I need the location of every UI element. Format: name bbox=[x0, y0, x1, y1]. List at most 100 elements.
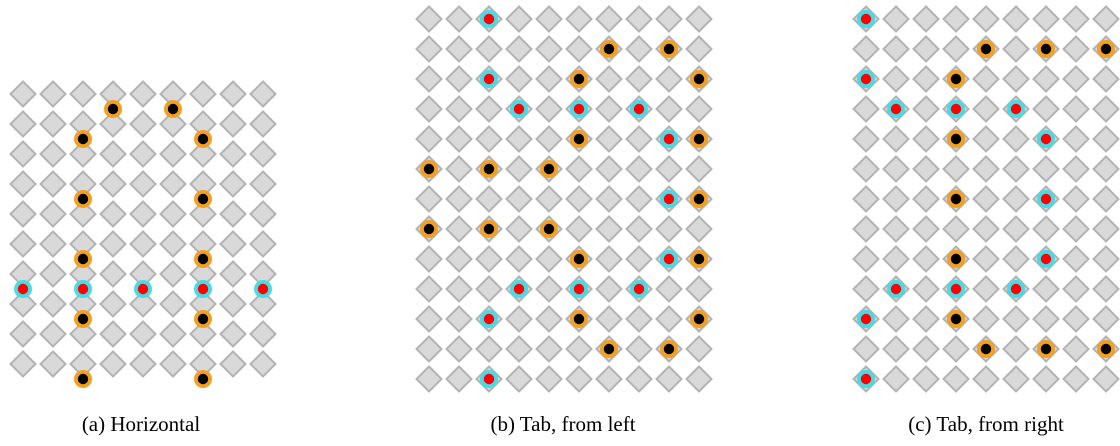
marker-dot bbox=[663, 193, 675, 205]
lattice-tile bbox=[882, 245, 910, 273]
site-marker bbox=[74, 190, 92, 208]
lattice-tile bbox=[445, 155, 473, 183]
marker-dot bbox=[1100, 43, 1112, 55]
lattice-tile bbox=[475, 335, 503, 363]
site-marker bbox=[660, 40, 678, 58]
lattice-tile bbox=[1002, 245, 1030, 273]
lattice-tile bbox=[685, 35, 713, 63]
lattice-tile bbox=[69, 140, 97, 168]
marker-dot bbox=[197, 283, 209, 295]
lattice-tile bbox=[219, 80, 247, 108]
marker-dot bbox=[483, 373, 495, 385]
lattice-tile bbox=[852, 125, 880, 153]
site-marker bbox=[570, 100, 588, 118]
lattice-tile bbox=[625, 305, 653, 333]
lattice-tile bbox=[912, 185, 940, 213]
lattice-tile bbox=[219, 110, 247, 138]
lattice-tile bbox=[1062, 335, 1090, 363]
lattice-tile bbox=[972, 365, 1000, 393]
lattice-tile bbox=[249, 170, 277, 198]
lattice-tile bbox=[39, 110, 67, 138]
site-marker bbox=[540, 220, 558, 238]
lattice-tile bbox=[475, 95, 503, 123]
lattice-tile bbox=[912, 5, 940, 33]
marker-dot bbox=[137, 283, 149, 295]
marker-dot bbox=[1040, 193, 1052, 205]
marker-dot bbox=[980, 343, 992, 355]
site-marker bbox=[690, 190, 708, 208]
lattice-tile bbox=[685, 215, 713, 243]
lattice-tile bbox=[1032, 365, 1060, 393]
lattice-tile bbox=[445, 275, 473, 303]
lattice-tile bbox=[505, 365, 533, 393]
site-marker bbox=[690, 130, 708, 148]
panel-b: (b) Tab, from left bbox=[415, 5, 713, 436]
site-marker bbox=[630, 100, 648, 118]
site-marker bbox=[947, 310, 965, 328]
site-marker bbox=[630, 280, 648, 298]
lattice-tile bbox=[912, 95, 940, 123]
lattice-tile bbox=[685, 335, 713, 363]
lattice-tile bbox=[1092, 275, 1120, 303]
lattice-tile bbox=[912, 215, 940, 243]
marker-dot bbox=[950, 193, 962, 205]
site-marker bbox=[194, 310, 212, 328]
lattice-tile bbox=[1032, 305, 1060, 333]
marker-dot bbox=[423, 163, 435, 175]
lattice-tile bbox=[445, 5, 473, 33]
lattice-tile bbox=[445, 65, 473, 93]
panel-a-tiles bbox=[9, 80, 277, 378]
lattice-tile bbox=[942, 5, 970, 33]
lattice-tile bbox=[972, 95, 1000, 123]
site-marker bbox=[480, 310, 498, 328]
lattice-tile bbox=[535, 5, 563, 33]
lattice-tile bbox=[219, 200, 247, 228]
lattice-tile bbox=[595, 275, 623, 303]
site-marker bbox=[947, 130, 965, 148]
lattice-tile bbox=[129, 230, 157, 258]
panel-b-caption: (b) Tab, from left bbox=[490, 412, 635, 436]
lattice-tile bbox=[9, 110, 37, 138]
lattice-tile bbox=[1032, 95, 1060, 123]
lattice-tile bbox=[219, 140, 247, 168]
marker-dot bbox=[197, 313, 209, 325]
lattice-tile bbox=[1002, 65, 1030, 93]
lattice-tile bbox=[535, 365, 563, 393]
site-marker bbox=[857, 10, 875, 28]
marker-dot bbox=[197, 253, 209, 265]
marker-dot bbox=[1040, 43, 1052, 55]
lattice-tile bbox=[1002, 365, 1030, 393]
marker-dot bbox=[1040, 133, 1052, 145]
lattice-tile bbox=[505, 305, 533, 333]
lattice-tile bbox=[685, 365, 713, 393]
lattice-tile bbox=[1032, 275, 1060, 303]
site-marker bbox=[947, 250, 965, 268]
lattice-tile bbox=[1092, 245, 1120, 273]
site-marker bbox=[690, 310, 708, 328]
site-marker bbox=[570, 70, 588, 88]
site-marker bbox=[510, 100, 528, 118]
marker-dot bbox=[950, 133, 962, 145]
lattice-tile bbox=[972, 185, 1000, 213]
marker-dot bbox=[1040, 253, 1052, 265]
lattice-tile bbox=[972, 305, 1000, 333]
marker-dot bbox=[663, 43, 675, 55]
lattice-tile bbox=[415, 335, 443, 363]
lattice-tile bbox=[882, 215, 910, 243]
marker-dot bbox=[950, 313, 962, 325]
lattice-tile bbox=[1062, 215, 1090, 243]
lattice-tile bbox=[99, 230, 127, 258]
site-marker bbox=[480, 220, 498, 238]
site-marker bbox=[977, 340, 995, 358]
site-marker bbox=[194, 130, 212, 148]
lattice-tile bbox=[129, 170, 157, 198]
lattice-tile bbox=[882, 65, 910, 93]
panel-b-markers bbox=[420, 10, 708, 388]
site-marker bbox=[1097, 340, 1115, 358]
lattice-tile bbox=[445, 245, 473, 273]
lattice-tile bbox=[249, 110, 277, 138]
lattice-tile bbox=[1062, 65, 1090, 93]
lattice-tile bbox=[942, 335, 970, 363]
lattice-tile bbox=[1092, 5, 1120, 33]
lattice-tile bbox=[655, 5, 683, 33]
